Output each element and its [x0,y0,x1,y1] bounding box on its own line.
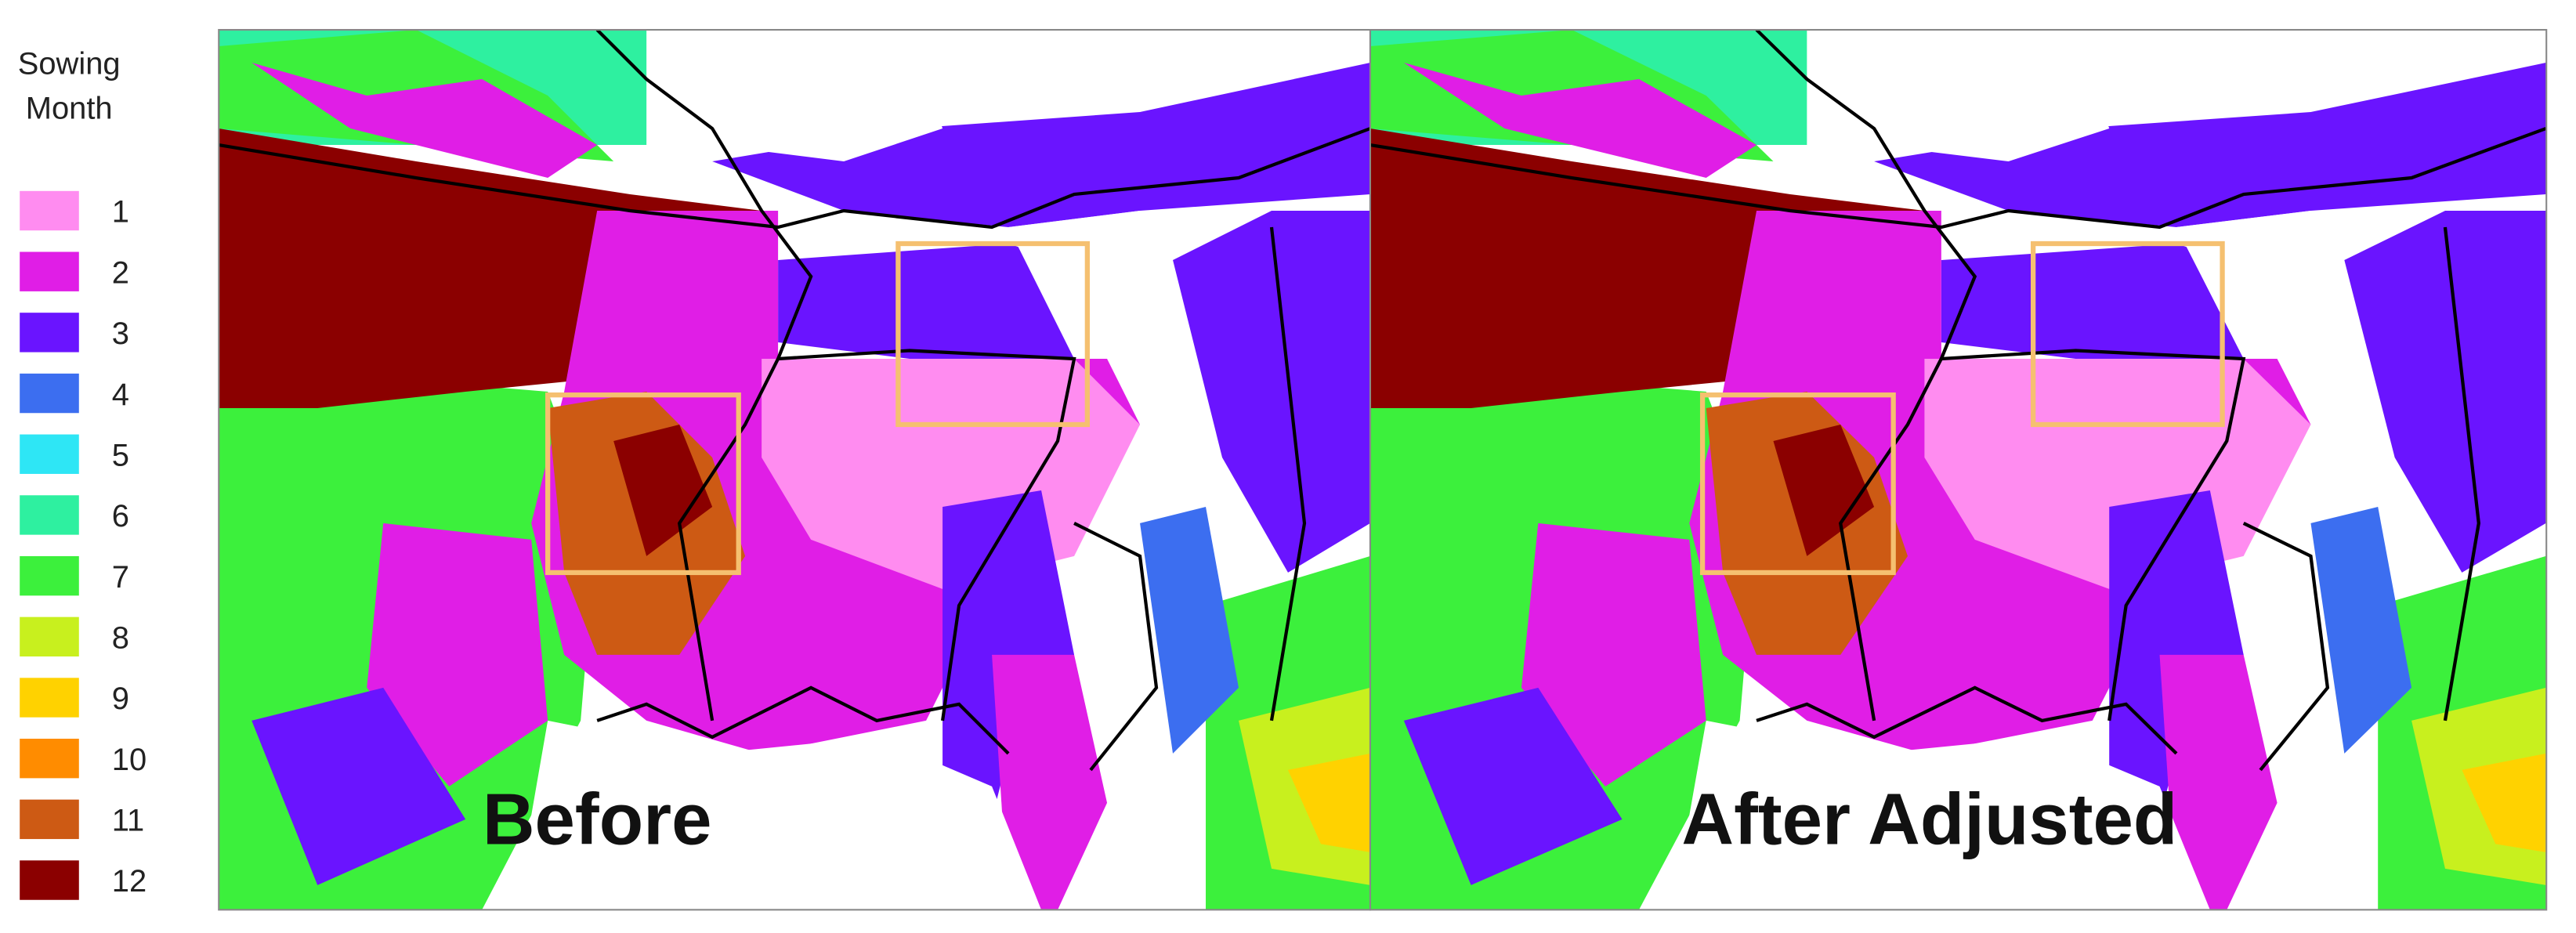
legend-label: 12 [112,864,147,899]
legend-title: Sowing [18,47,121,81]
highlight-box [545,392,741,576]
legend-label: 1 [112,195,129,230]
legend-swatch [20,860,79,900]
legend-label: 6 [112,499,129,533]
panel-label: After Adjusted [1681,778,2177,859]
legend-swatch [20,190,79,231]
highlight-box [895,240,1090,428]
legend-swatch [20,373,79,414]
map [219,30,1370,909]
legend-swatch [20,555,79,596]
legend-swatch [20,738,79,779]
legend-title: Month [26,91,113,125]
legend-swatch [20,678,79,718]
map-panel: Before [218,29,1372,911]
legend-swatch [20,799,79,840]
legend-label: 8 [112,621,129,656]
legend-swatch [20,313,79,353]
legend-label: 3 [112,316,129,351]
legend-swatch [20,434,79,474]
legend-label: 2 [112,255,129,290]
legend-label: 5 [112,438,129,472]
legend-swatch [20,495,79,535]
legend-label: 4 [112,378,129,412]
legend-label: 11 [112,804,144,838]
legend-label: 7 [112,560,129,595]
legend-label: 10 [112,743,147,777]
legend-swatch [20,617,79,657]
highlight-box [2030,240,2225,428]
legend-label: 9 [112,682,129,716]
highlight-box [1699,392,1896,576]
legend-swatch [20,251,79,291]
panel-label: Before [483,778,712,859]
panel-frame [1369,29,2548,911]
map-panel: After Adjusted [1369,29,2548,911]
